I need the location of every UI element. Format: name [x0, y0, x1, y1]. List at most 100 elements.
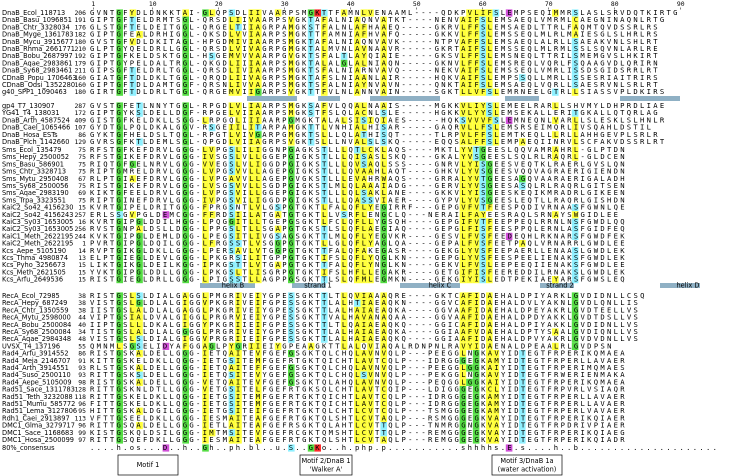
- residue-shade: [354, 393, 361, 401]
- residue-shade: [307, 23, 315, 31]
- residue-shade: [360, 378, 368, 386]
- residue-shade: [129, 67, 137, 75]
- residue-shade: [321, 131, 328, 139]
- residue-shade: [360, 254, 368, 262]
- residue-shade: [228, 138, 236, 146]
- residue-shade: [162, 444, 170, 452]
- residue-shade: [360, 182, 368, 190]
- start-position: 34: [78, 328, 86, 336]
- residue-shade: [380, 328, 387, 336]
- residue-shade: [288, 232, 295, 240]
- residue-shade: [486, 88, 493, 96]
- residue-shade: [479, 67, 486, 75]
- residue-shade: [235, 378, 242, 386]
- residue-shade: [472, 299, 480, 307]
- residue-shade: [116, 371, 123, 379]
- residue-shade: [208, 189, 216, 197]
- residue-shade: [129, 38, 137, 46]
- residue-shade: [129, 74, 137, 82]
- residue-shading: [116, 371, 526, 379]
- residue-shade: [136, 218, 143, 226]
- residue-shading: [116, 292, 579, 300]
- residue-shade: [228, 45, 236, 53]
- ruler-label: 80: [611, 0, 619, 8]
- residue-shade: [486, 232, 493, 240]
- residue-shading: [116, 321, 579, 329]
- residue-shade: [466, 124, 473, 132]
- residue-shade: [116, 204, 123, 212]
- residue-shade: [116, 168, 123, 176]
- residue-shade: [360, 436, 368, 444]
- residue-shade: [235, 386, 242, 394]
- residue-shade: [367, 299, 374, 307]
- start-position: 256: [74, 225, 86, 233]
- residue-shade: [354, 276, 361, 284]
- residue-shade: [380, 393, 387, 401]
- residue-shade: [459, 268, 467, 276]
- residue-shade: [307, 16, 315, 24]
- residue-shade: [235, 182, 242, 190]
- sequence: GYKTGFHELDSLTQGL-RPGTLVIVGARPGMGKTSLLLQL…: [90, 130, 658, 139]
- residue-shade: [235, 102, 242, 110]
- sequence: IIPTGSLLLDKALGIGGYPKGRIIEIFGPESSGKTTLTLQ…: [90, 320, 638, 329]
- sequence-name: Rad51_Mumu_585772: [2, 400, 75, 408]
- residue-shade: [228, 81, 236, 89]
- residue-shade: [486, 414, 493, 422]
- residue-shade: [380, 189, 387, 197]
- residue-shade: [288, 276, 295, 284]
- strand-bar: [318, 96, 340, 101]
- residue-shade: [182, 45, 189, 53]
- residue-shade: [248, 116, 255, 124]
- residue-shade: [255, 254, 262, 262]
- sequence-name: RecA_Sy68_2500084: [2, 328, 71, 336]
- residue-shade: [255, 232, 262, 240]
- residue-shade: [321, 247, 328, 255]
- residue-shade: [486, 168, 493, 176]
- residue-shade: [288, 16, 295, 24]
- residue-shade: [380, 45, 387, 53]
- residue-shade: [202, 292, 209, 300]
- residue-shade: [479, 204, 486, 212]
- residue-shade: [235, 429, 242, 437]
- residue-shade: [354, 429, 361, 437]
- sequence-name: DnaB_Sy68_2983461: [2, 67, 72, 75]
- residue-shade: [182, 38, 189, 46]
- residue-shade: [235, 81, 242, 89]
- residue-shade: [571, 321, 579, 329]
- residue-shade: [182, 393, 189, 401]
- residue-shade: [466, 342, 473, 350]
- residue-shade: [255, 386, 262, 394]
- residue-shade: [288, 31, 295, 39]
- residue-shading: [116, 407, 526, 415]
- residue-shade: [228, 175, 236, 183]
- residue-shade: [354, 74, 361, 82]
- residue-shade: [255, 45, 262, 53]
- sequence: KIKTGFEELDRVLGGG-LVPGSVILLGGEPGIGKSTLLLQ…: [90, 188, 625, 197]
- residue-shade: [466, 160, 473, 168]
- residue-shade: [288, 364, 295, 372]
- residue-shade: [486, 314, 493, 322]
- residue-shade: [136, 232, 143, 240]
- residue-shade: [459, 400, 467, 408]
- residue-shade: [228, 342, 236, 350]
- residue-shade: [255, 31, 262, 39]
- residue-shade: [255, 292, 262, 300]
- residue-shade: [552, 153, 559, 161]
- residue-shade: [367, 240, 374, 248]
- residue-shade: [354, 81, 361, 89]
- residue-shade: [360, 218, 368, 226]
- residue-shade: [466, 218, 473, 226]
- residue-shade: [288, 225, 295, 233]
- residue-shade: [380, 218, 387, 226]
- residue-shade: [182, 306, 189, 314]
- start-position: 113: [74, 414, 86, 422]
- sequence: RISTGIEGLDRLLGGG-LPIGSSTLLAGPPGSGKTTLSLQ…: [90, 275, 625, 284]
- residue-shade: [472, 268, 480, 276]
- residue-shade: [288, 88, 295, 96]
- residue-shading: [116, 81, 579, 89]
- residue-shade: [228, 407, 236, 415]
- residue-shade: [235, 225, 242, 233]
- residue-shade: [208, 168, 216, 176]
- motif-label: Motif 3/DnaB 1a: [500, 457, 553, 465]
- residue-shade: [380, 276, 387, 284]
